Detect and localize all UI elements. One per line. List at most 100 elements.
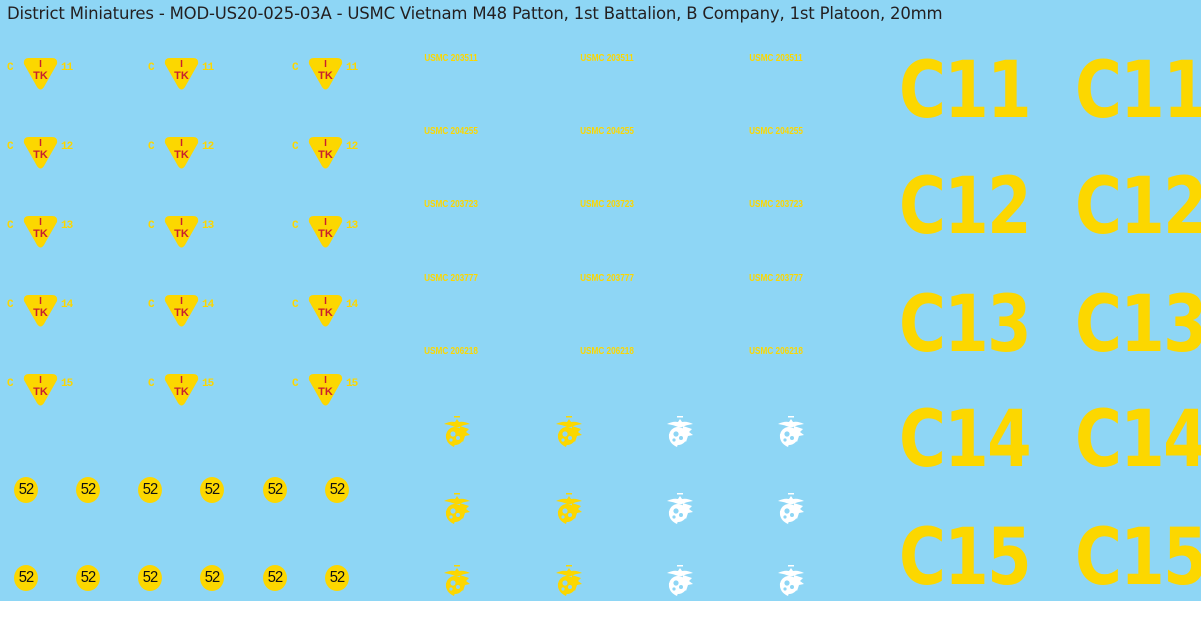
vehicle-number: 15 (202, 378, 214, 390)
unit-type: TK (33, 70, 48, 82)
company-letter: C (148, 141, 155, 153)
bridge-class-circle: 52 (76, 565, 100, 591)
serial-number: USMC 204255 (580, 126, 634, 137)
vehicle-number: 11 (202, 62, 214, 74)
company-letter: C (148, 378, 155, 390)
serial-number: USMC 206218 (749, 346, 803, 357)
unit-type: TK (33, 307, 48, 319)
eagle-globe-anchor-icon (442, 415, 472, 449)
company-letter: C (292, 62, 299, 74)
platoon-number: I (180, 138, 183, 149)
serial-number: USMC 203777 (424, 273, 478, 284)
serial-number: USMC 203511 (580, 53, 634, 64)
unit-type: TK (174, 386, 189, 398)
tank-number: C13 (1075, 280, 1201, 370)
triangle-icon: I TK (308, 58, 343, 90)
platoon-number: I (180, 375, 183, 386)
serial-number: USMC 203723 (749, 199, 803, 210)
serial-number: USMC 206218 (580, 346, 634, 357)
platoon-number: I (39, 296, 42, 307)
tactical-marking: C I TK 12 (292, 137, 362, 173)
company-letter: C (7, 220, 14, 232)
tactical-marking: C I TK 14 (7, 295, 77, 331)
tactical-marking: C I TK 13 (148, 216, 218, 252)
bridge-class-circle: 52 (263, 565, 287, 591)
triangle-icon: I TK (23, 216, 58, 248)
eagle-globe-anchor-icon (442, 564, 472, 598)
tactical-marking: C I TK 15 (292, 374, 362, 410)
company-letter: C (7, 378, 14, 390)
tactical-marking: C I TK 15 (7, 374, 77, 410)
tactical-marking: C I TK 15 (148, 374, 218, 410)
tank-number: C13 (899, 280, 1032, 370)
company-letter: C (292, 299, 299, 311)
bridge-class-circle: 52 (325, 565, 349, 591)
serial-number: USMC 203777 (749, 273, 803, 284)
vehicle-number: 13 (202, 220, 214, 232)
bridge-class-circle: 52 (14, 477, 38, 503)
company-letter: C (292, 378, 299, 390)
vehicle-number: 15 (61, 378, 73, 390)
serial-number: USMC 204255 (424, 126, 478, 137)
vehicle-number: 12 (202, 141, 214, 153)
tank-number: C14 (899, 395, 1032, 485)
platoon-number: I (324, 138, 327, 149)
bridge-class-circle: 52 (325, 477, 349, 503)
tactical-marking: C I TK 13 (7, 216, 77, 252)
tank-number: C15 (899, 513, 1032, 603)
sheet-title: District Miniatures - MOD-US20-025-03A -… (7, 4, 943, 23)
vehicle-number: 14 (346, 299, 358, 311)
vehicle-number: 12 (346, 141, 358, 153)
platoon-number: I (324, 59, 327, 70)
vehicle-number: 12 (61, 141, 73, 153)
bridge-class-circle: 52 (14, 565, 38, 591)
eagle-globe-anchor-icon (776, 492, 806, 526)
tank-number: C12 (899, 162, 1032, 252)
triangle-icon: I TK (164, 295, 199, 327)
unit-type: TK (318, 228, 333, 240)
serial-number: USMC 204255 (749, 126, 803, 137)
tank-number: C11 (1075, 46, 1201, 136)
eagle-globe-anchor-icon (665, 564, 695, 598)
unit-type: TK (174, 307, 189, 319)
company-letter: C (7, 62, 14, 74)
bridge-class-circle: 52 (138, 477, 162, 503)
unit-type: TK (174, 228, 189, 240)
tactical-marking: C I TK 12 (148, 137, 218, 173)
eagle-globe-anchor-icon (665, 492, 695, 526)
vehicle-number: 13 (346, 220, 358, 232)
unit-type: TK (318, 386, 333, 398)
vehicle-number: 11 (346, 62, 358, 74)
unit-type: TK (174, 70, 189, 82)
bridge-class-circle: 52 (76, 477, 100, 503)
vehicle-number: 15 (346, 378, 358, 390)
platoon-number: I (180, 59, 183, 70)
platoon-number: I (39, 138, 42, 149)
tank-number: C14 (1075, 395, 1201, 485)
serial-number: USMC 203511 (749, 53, 803, 64)
eagle-globe-anchor-icon (665, 415, 695, 449)
tank-number: C12 (1075, 162, 1201, 252)
eagle-globe-anchor-icon (776, 564, 806, 598)
vehicle-number: 14 (202, 299, 214, 311)
bridge-class-circle: 52 (200, 477, 224, 503)
bridge-class-circle: 52 (200, 565, 224, 591)
triangle-icon: I TK (23, 137, 58, 169)
tactical-marking: C I TK 11 (148, 58, 218, 94)
eagle-globe-anchor-icon (442, 492, 472, 526)
vehicle-number: 11 (61, 62, 73, 74)
triangle-icon: I TK (164, 216, 199, 248)
platoon-number: I (324, 375, 327, 386)
company-letter: C (7, 141, 14, 153)
vehicle-number: 14 (61, 299, 73, 311)
unit-type: TK (318, 70, 333, 82)
bridge-class-circle: 52 (263, 477, 287, 503)
platoon-number: I (39, 217, 42, 228)
triangle-icon: I TK (308, 374, 343, 406)
eagle-globe-anchor-icon (776, 415, 806, 449)
tactical-marking: C I TK 14 (148, 295, 218, 331)
unit-type: TK (33, 386, 48, 398)
platoon-number: I (324, 296, 327, 307)
eagle-globe-anchor-icon (554, 492, 584, 526)
platoon-number: I (180, 296, 183, 307)
